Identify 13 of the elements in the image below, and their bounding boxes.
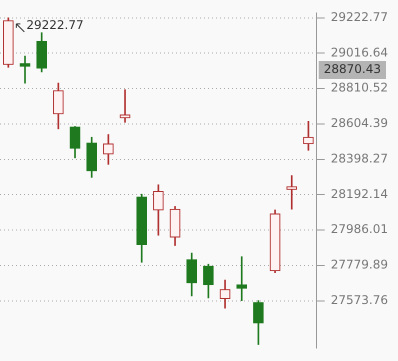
y-tick-label: 28398.27 [330, 151, 388, 166]
y-tick-label: 28810.52 [330, 80, 388, 95]
candlestick [20, 56, 30, 84]
y-tick-label: 27986.01 [330, 222, 388, 236]
y-tick-label: 27573.76 [330, 292, 388, 307]
y-tick-label: 29222.77 [330, 10, 388, 24]
candlestick [120, 89, 130, 123]
y-tick-label: 28604.39 [330, 116, 388, 130]
y-tick-label: 29016.64 [330, 45, 388, 60]
text: 28870.43 [324, 62, 382, 76]
y-tick-label: 28192.14 [330, 186, 388, 201]
annotation: 29222.77 [26, 18, 84, 32]
y-tick-label: 27779.89 [330, 258, 388, 272]
